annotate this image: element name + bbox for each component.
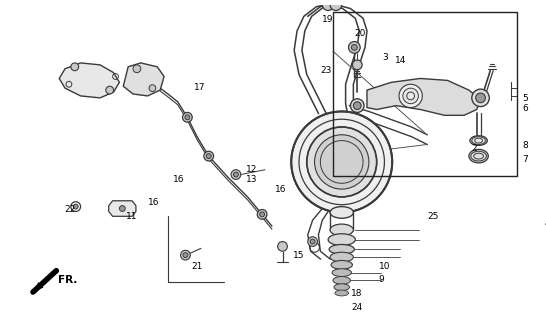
Text: 14: 14 xyxy=(395,55,406,65)
Circle shape xyxy=(314,135,369,189)
Ellipse shape xyxy=(471,151,486,161)
Circle shape xyxy=(71,63,79,71)
Text: 16: 16 xyxy=(275,185,286,194)
Circle shape xyxy=(310,239,315,244)
Text: 17: 17 xyxy=(194,83,206,92)
Polygon shape xyxy=(59,63,120,98)
Text: 20: 20 xyxy=(354,29,366,38)
Ellipse shape xyxy=(335,290,348,296)
Circle shape xyxy=(278,242,287,251)
Circle shape xyxy=(348,42,360,53)
Text: 4: 4 xyxy=(544,219,546,228)
Ellipse shape xyxy=(469,149,488,163)
Circle shape xyxy=(185,115,190,120)
Circle shape xyxy=(308,237,317,246)
Polygon shape xyxy=(367,78,480,115)
Text: 7: 7 xyxy=(523,155,528,164)
Ellipse shape xyxy=(331,260,352,269)
Circle shape xyxy=(260,212,265,217)
Text: 9: 9 xyxy=(378,275,384,284)
Polygon shape xyxy=(123,63,164,96)
Text: 18: 18 xyxy=(352,290,363,299)
Text: 5: 5 xyxy=(523,94,528,103)
Text: 1: 1 xyxy=(544,209,546,218)
Ellipse shape xyxy=(333,276,351,284)
Text: 22: 22 xyxy=(64,205,75,214)
Circle shape xyxy=(106,86,114,94)
Text: 8: 8 xyxy=(523,141,528,150)
Ellipse shape xyxy=(330,252,353,262)
Circle shape xyxy=(181,250,190,260)
Text: 12: 12 xyxy=(246,165,257,174)
Polygon shape xyxy=(109,201,136,216)
Ellipse shape xyxy=(330,207,353,218)
Circle shape xyxy=(352,60,362,70)
Text: 25: 25 xyxy=(427,212,438,221)
Circle shape xyxy=(73,204,78,209)
Ellipse shape xyxy=(328,234,355,245)
Circle shape xyxy=(322,0,334,11)
Circle shape xyxy=(330,0,342,11)
Text: 16: 16 xyxy=(173,175,185,184)
FancyArrowPatch shape xyxy=(35,273,54,290)
Text: 15: 15 xyxy=(293,251,305,260)
Ellipse shape xyxy=(470,136,488,145)
Ellipse shape xyxy=(329,244,354,254)
Circle shape xyxy=(182,112,192,122)
Circle shape xyxy=(403,88,418,104)
Ellipse shape xyxy=(330,224,353,236)
Text: 23: 23 xyxy=(321,66,332,75)
Circle shape xyxy=(234,172,239,177)
Circle shape xyxy=(133,65,141,73)
Text: 11: 11 xyxy=(126,212,138,221)
Bar xyxy=(333,12,518,176)
Circle shape xyxy=(351,99,364,112)
Circle shape xyxy=(399,84,422,108)
Circle shape xyxy=(206,154,211,158)
Text: 16: 16 xyxy=(147,198,159,207)
Text: 10: 10 xyxy=(378,262,390,271)
Circle shape xyxy=(353,102,361,109)
Ellipse shape xyxy=(332,269,352,276)
Circle shape xyxy=(257,210,267,219)
Ellipse shape xyxy=(472,137,485,144)
Text: 6: 6 xyxy=(523,104,528,113)
Text: 19: 19 xyxy=(322,15,334,24)
Text: 2: 2 xyxy=(472,144,477,153)
Circle shape xyxy=(352,44,357,50)
Circle shape xyxy=(204,151,213,161)
Circle shape xyxy=(183,253,188,258)
Text: 24: 24 xyxy=(352,303,363,312)
Text: 3: 3 xyxy=(383,52,388,61)
Ellipse shape xyxy=(334,284,349,291)
Text: 13: 13 xyxy=(246,175,257,184)
Circle shape xyxy=(291,111,392,212)
Text: FR.: FR. xyxy=(58,276,78,285)
Circle shape xyxy=(476,93,485,103)
Circle shape xyxy=(149,85,156,92)
Circle shape xyxy=(120,206,125,212)
Circle shape xyxy=(307,127,377,197)
Text: 21: 21 xyxy=(191,262,203,271)
Circle shape xyxy=(472,89,489,107)
Circle shape xyxy=(231,170,241,180)
